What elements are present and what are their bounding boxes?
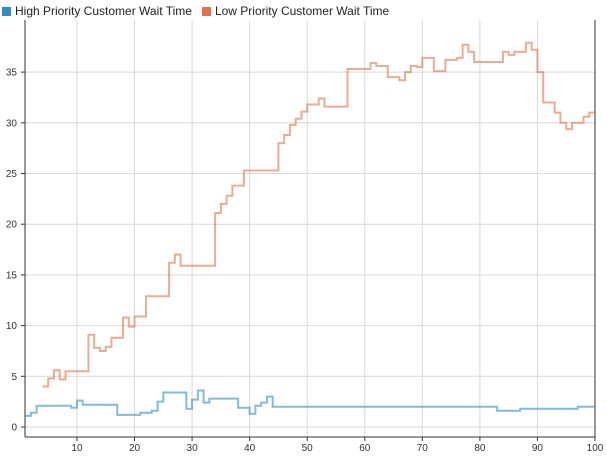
y-tick-label: 0 [11,423,17,434]
legend-label-high: High Priority Customer Wait Time [15,4,192,18]
y-tick-label: 5 [11,372,17,383]
y-tick-label: 10 [6,321,18,332]
legend-swatch-high [2,6,11,16]
x-tick-label: 10 [71,443,83,454]
y-tick-label: 15 [6,270,18,281]
legend: High Priority Customer Wait Time Low Pri… [2,4,389,18]
legend-item-high-priority[interactable]: High Priority Customer Wait Time [2,4,192,18]
y-tick-label: 25 [6,169,18,180]
series-line-high-priority [25,389,595,417]
x-tick-label: 30 [187,443,199,454]
x-tick-label: 50 [302,443,314,454]
x-tick-label: 90 [532,443,544,454]
x-tick-label: 70 [417,443,429,454]
y-tick-label: 35 [6,68,18,79]
y-tick-label: 20 [6,220,18,231]
legend-item-low-priority[interactable]: Low Priority Customer Wait Time [201,4,390,18]
y-tick-label: 30 [6,118,18,129]
x-tick-label: 20 [129,443,141,454]
series-line-low-priority [42,41,595,388]
x-tick-label: 40 [244,443,256,454]
legend-label-low: Low Priority Customer Wait Time [214,4,390,18]
legend-swatch-low [201,6,211,16]
x-tick-label: 60 [359,443,371,454]
x-tick-label: 80 [474,443,486,454]
x-tick-label: 100 [587,443,604,454]
